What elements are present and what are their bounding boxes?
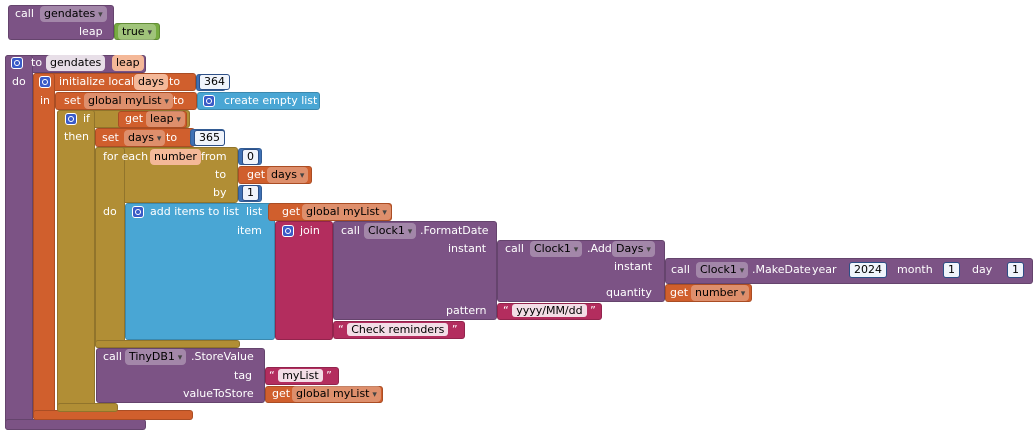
local-variable-block[interactable]	[33, 73, 55, 420]
join-block[interactable]	[275, 221, 333, 340]
block-label: set	[102, 131, 119, 144]
for-each-block[interactable]	[95, 147, 125, 348]
block-label: valueToStore	[183, 387, 254, 400]
block-label: .StoreValue	[191, 350, 254, 363]
block-label: get	[670, 286, 689, 299]
block-label: gendates	[46, 55, 106, 71]
if-block[interactable]	[57, 110, 95, 412]
dropdown-field[interactable]: Days	[612, 241, 655, 257]
block-label: in	[40, 94, 51, 107]
number-field: 1	[943, 262, 960, 278]
block-label: to	[166, 131, 178, 144]
block-label: .MakeDate	[752, 263, 811, 276]
block-label: if	[83, 112, 90, 125]
block-label: for each	[103, 150, 149, 163]
mutator-icon[interactable]	[282, 225, 294, 237]
block-label: to	[215, 168, 227, 181]
block-label: call	[103, 350, 122, 363]
dropdown-field[interactable]: true	[118, 24, 156, 40]
block-label: instant	[614, 260, 653, 273]
block-label: to	[169, 75, 181, 88]
dropdown-field[interactable]: number	[691, 285, 750, 301]
block-label: then	[64, 130, 90, 143]
dropdown-field[interactable]: Clock1	[696, 262, 749, 278]
block-label: from	[201, 150, 227, 163]
block-label: call	[15, 7, 34, 20]
add-items-block[interactable]	[125, 203, 275, 340]
block-label: add items to list	[150, 205, 239, 218]
block-label: leap	[79, 25, 103, 38]
text-value: myList	[278, 369, 323, 382]
block-label: join	[300, 224, 320, 237]
block-label: days	[134, 74, 168, 90]
number-field: 2024	[849, 262, 887, 278]
dropdown-field[interactable]: days	[267, 167, 309, 183]
block-label: .FormatDate	[420, 224, 489, 237]
block-label: month	[897, 263, 933, 276]
number-field: 1	[242, 185, 259, 201]
dropdown-field[interactable]: global myList	[292, 386, 381, 402]
block-label: tag	[234, 369, 253, 382]
block-label: .Add	[587, 242, 612, 255]
block-label: by	[213, 186, 227, 199]
block-label: create empty list	[224, 94, 318, 107]
dropdown-field[interactable]: days	[124, 130, 166, 146]
block-label: initialize local	[59, 75, 134, 88]
block-label: year	[812, 263, 837, 276]
block-label: do	[12, 75, 26, 88]
block-label: get	[282, 205, 301, 218]
if-block[interactable]	[57, 403, 118, 412]
block-label: number	[150, 149, 201, 165]
block-label: leap	[112, 55, 144, 71]
number-field: 364	[199, 74, 230, 90]
block-label: call	[671, 263, 690, 276]
mutator-icon[interactable]	[203, 95, 215, 107]
block-label: quantity	[606, 286, 652, 299]
mutator-icon[interactable]	[65, 113, 77, 125]
block-label: instant	[448, 242, 487, 255]
mutator-icon[interactable]	[11, 57, 23, 69]
block-label: set	[64, 94, 81, 107]
block-label: call	[505, 242, 524, 255]
text-value: yyyy/MM/dd	[512, 304, 587, 317]
list-block[interactable]	[197, 92, 320, 110]
dropdown-field[interactable]: global myList	[302, 204, 391, 220]
block-label: get	[125, 112, 144, 125]
number-field: 1	[1007, 262, 1024, 278]
dropdown-field[interactable]: TinyDB1	[125, 349, 187, 365]
number-field: 365	[194, 130, 225, 146]
mutator-icon[interactable]	[39, 76, 51, 88]
block-label: do	[103, 205, 117, 218]
dropdown-field[interactable]: Clock1	[530, 241, 583, 257]
block-label: list	[246, 205, 263, 218]
for-each-block[interactable]	[95, 340, 240, 348]
text-field: myList	[269, 368, 332, 384]
procedure-block[interactable]	[5, 419, 146, 430]
number-field: 0	[242, 149, 259, 165]
block-label: item	[237, 224, 262, 237]
procedure-block[interactable]	[5, 55, 33, 430]
text-field: Check reminders	[338, 322, 458, 338]
block-label: get	[247, 168, 266, 181]
block-label: to	[173, 94, 185, 107]
dropdown-field[interactable]: leap	[146, 111, 185, 127]
dropdown-field[interactable]: gendates	[40, 6, 107, 22]
block-label: pattern	[446, 304, 487, 317]
block-label: to	[31, 56, 43, 69]
text-value: Check reminders	[347, 323, 449, 336]
dropdown-field[interactable]: global myList	[84, 93, 173, 109]
dropdown-field[interactable]: Clock1	[364, 223, 417, 239]
mutator-icon[interactable]	[132, 206, 144, 218]
text-field: yyyy/MM/dd	[503, 303, 596, 319]
block-label: call	[341, 224, 360, 237]
block-label: get	[272, 387, 291, 400]
block-label: day	[972, 263, 993, 276]
